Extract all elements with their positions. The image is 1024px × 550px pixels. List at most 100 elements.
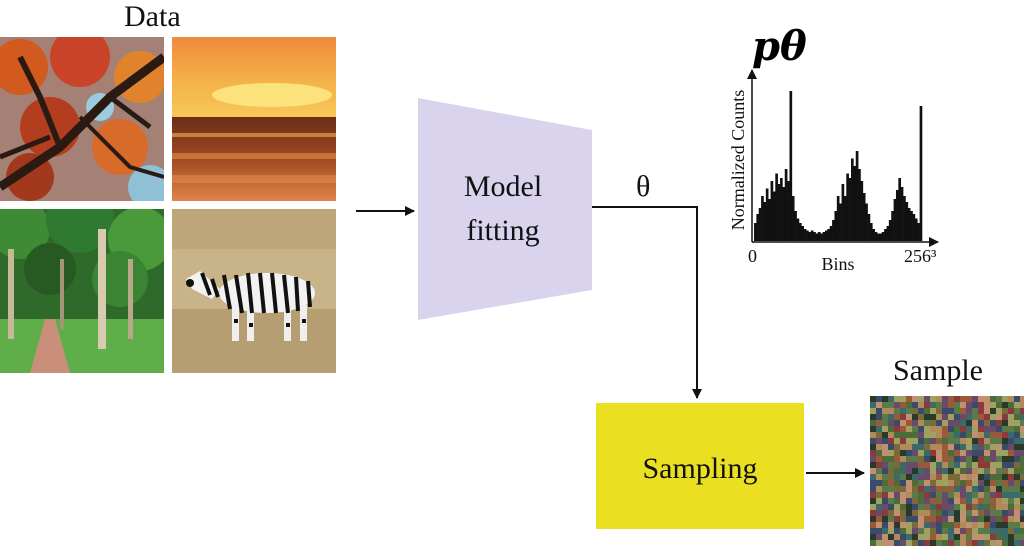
noise-pixel — [1020, 408, 1024, 414]
noise-pixel — [996, 426, 1002, 432]
histogram-bar — [843, 196, 847, 241]
noise-pixel — [1014, 504, 1020, 510]
noise-pixel — [924, 402, 930, 408]
noise-pixel — [942, 498, 948, 504]
noise-pixel — [1020, 450, 1024, 456]
noise-pixel — [936, 540, 942, 546]
noise-pixel — [1002, 540, 1008, 546]
noise-pixel — [948, 414, 954, 420]
noise-pixel — [930, 540, 936, 546]
noise-pixel — [960, 486, 966, 492]
noise-pixel — [936, 438, 942, 444]
noise-pixel — [870, 444, 876, 450]
noise-pixel — [942, 408, 948, 414]
histogram-bar — [824, 230, 828, 241]
noise-pixel — [870, 540, 876, 546]
noise-pixel — [930, 456, 936, 462]
histogram-bar — [865, 203, 868, 241]
noise-pixel — [924, 480, 930, 486]
noise-pixel — [996, 450, 1002, 456]
noise-pixel — [918, 528, 924, 534]
noise-pixel — [870, 402, 876, 408]
noise-pixel — [900, 456, 906, 462]
noise-pixel — [942, 438, 948, 444]
noise-pixel — [900, 462, 906, 468]
histogram-bar — [803, 229, 807, 241]
noise-pixel — [1008, 396, 1014, 402]
histogram-bar — [768, 199, 771, 241]
noise-pixel — [882, 528, 888, 534]
noise-pixel — [948, 474, 954, 480]
noise-pixel — [1008, 414, 1014, 420]
histogram-bar — [822, 232, 826, 241]
noise-pixel — [948, 462, 954, 468]
noise-pixel — [930, 474, 936, 480]
noise-pixel — [930, 450, 936, 456]
noise-pixel — [918, 468, 924, 474]
noise-pixel — [954, 516, 960, 522]
noise-pixel — [894, 498, 900, 504]
noise-pixel — [870, 426, 876, 432]
noise-pixel — [894, 522, 900, 528]
noise-pixel — [912, 480, 918, 486]
noise-pixel — [930, 462, 936, 468]
noise-pixel — [894, 462, 900, 468]
noise-pixel — [1002, 474, 1008, 480]
noise-pixel — [1008, 474, 1014, 480]
noise-pixel — [1020, 528, 1024, 534]
noise-pixel — [954, 528, 960, 534]
histogram-bar — [777, 184, 781, 241]
noise-pixel — [966, 504, 972, 510]
noise-pixel — [930, 498, 936, 504]
histogram-bar — [893, 199, 897, 241]
noise-pixel — [966, 486, 972, 492]
noise-pixel — [930, 480, 936, 486]
histogram-bar — [810, 230, 814, 241]
noise-pixel — [948, 528, 954, 534]
noise-pixel — [996, 516, 1002, 522]
noise-pixel — [942, 492, 948, 498]
noise-pixel — [966, 540, 972, 546]
noise-pixel — [924, 456, 930, 462]
noise-pixel — [1008, 492, 1014, 498]
noise-pixel — [978, 462, 984, 468]
noise-pixel — [1020, 426, 1024, 432]
noise-pixel — [1008, 456, 1014, 462]
noise-pixel — [978, 498, 984, 504]
noise-pixel — [888, 426, 894, 432]
histogram-bar — [919, 106, 923, 241]
noise-pixel — [894, 438, 900, 444]
histogram-bar — [827, 229, 831, 241]
noise-pixel — [954, 474, 960, 480]
noise-pixel — [900, 534, 906, 540]
noise-pixel — [1020, 492, 1024, 498]
noise-pixel — [894, 540, 900, 546]
noise-pixel — [990, 456, 996, 462]
noise-pixel — [1008, 402, 1014, 408]
noise-pixel — [936, 456, 942, 462]
histogram-bar — [905, 202, 909, 241]
noise-pixel — [1014, 510, 1020, 516]
noise-pixel — [1020, 462, 1024, 468]
histogram-bar — [914, 218, 918, 241]
noise-pixel — [918, 420, 924, 426]
noise-pixel — [912, 510, 918, 516]
noise-pixel — [942, 528, 948, 534]
noise-pixel — [972, 396, 978, 402]
noise-pixel — [876, 528, 882, 534]
noise-pixel — [930, 444, 936, 450]
noise-pixel — [900, 516, 906, 522]
noise-pixel — [996, 480, 1002, 486]
noise-pixel — [1008, 408, 1014, 414]
noise-pixel — [1020, 510, 1024, 516]
noise-pixel — [876, 396, 882, 402]
noise-pixel — [906, 480, 912, 486]
noise-pixel — [978, 522, 984, 528]
noise-pixel — [1002, 450, 1008, 456]
noise-pixel — [972, 402, 978, 408]
noise-pixel — [936, 480, 942, 486]
noise-pixel — [894, 516, 900, 522]
noise-pixel — [882, 432, 888, 438]
noise-pixel — [912, 462, 918, 468]
noise-pixel — [960, 402, 966, 408]
